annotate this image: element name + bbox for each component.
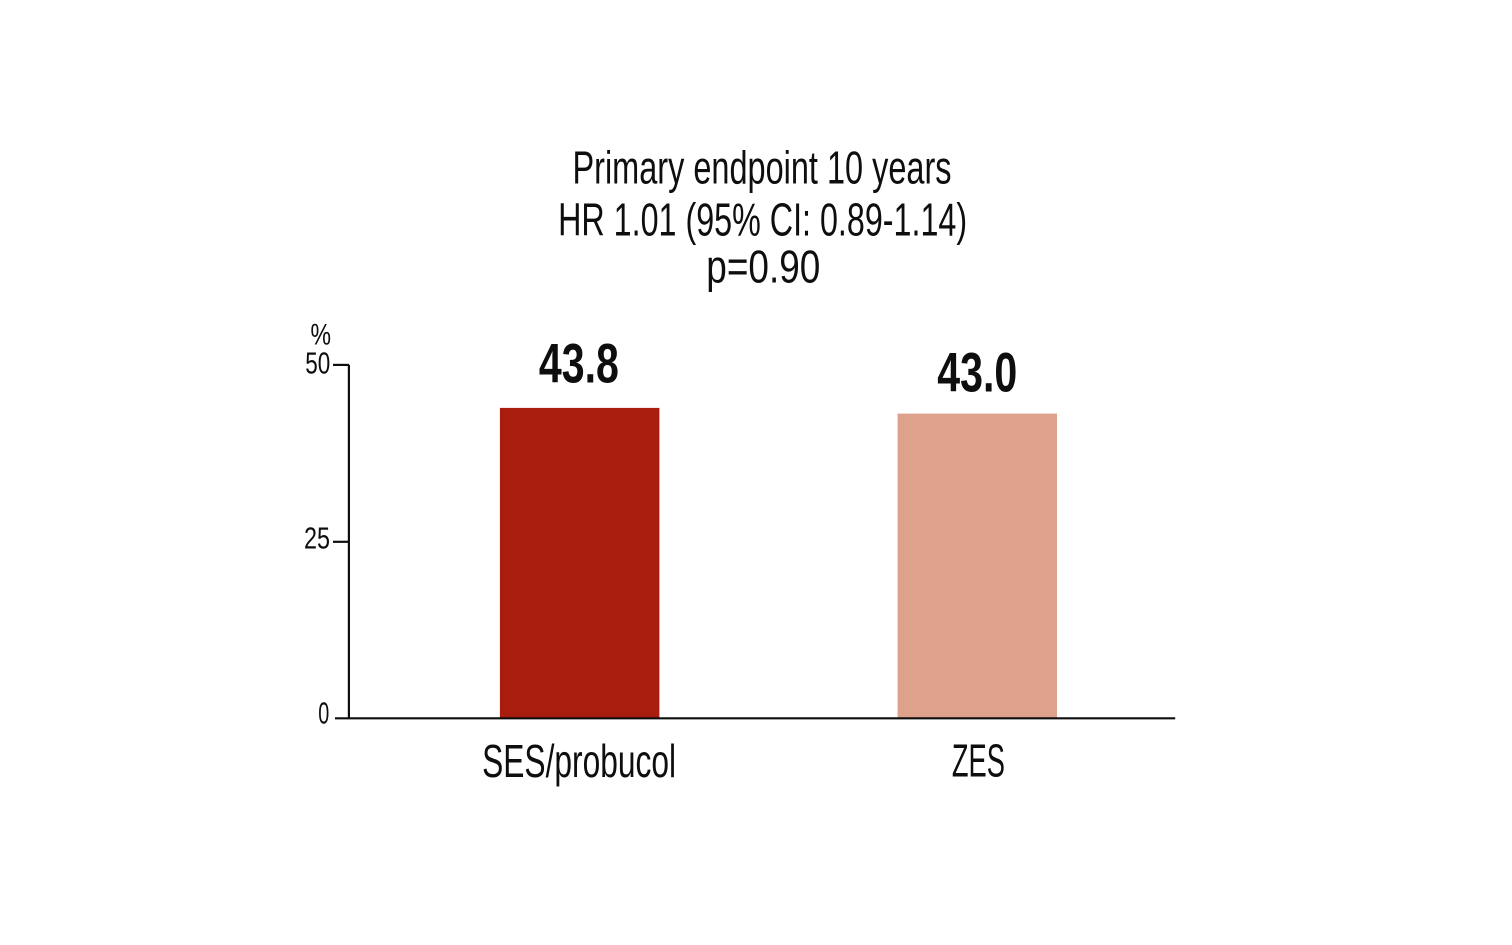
svg-text:25: 25 [304, 522, 330, 556]
svg-text:43.8: 43.8 [539, 333, 619, 395]
svg-text:HR 1.01 (95% CI: 0.89-1.14): HR 1.01 (95% CI: 0.89-1.14) [558, 194, 967, 246]
svg-text:50: 50 [305, 347, 330, 381]
svg-text:SES/probucol: SES/probucol [482, 735, 676, 787]
svg-text:%: % [311, 319, 332, 352]
svg-text:ZES: ZES [952, 735, 1005, 787]
svg-text:Primary endpoint 10 years: Primary endpoint 10 years [573, 142, 952, 194]
svg-text:0: 0 [318, 697, 329, 731]
svg-text:p=0.90: p=0.90 [706, 240, 820, 292]
svg-text:43.0: 43.0 [937, 342, 1017, 404]
